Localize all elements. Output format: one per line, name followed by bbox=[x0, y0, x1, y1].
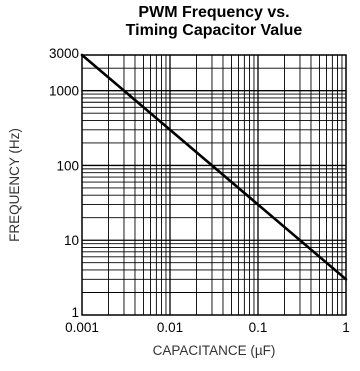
minor-gridlines bbox=[82, 55, 346, 315]
x-axis-label: CAPACITANCE (µF) bbox=[153, 343, 276, 358]
x-tick-labels: 0.001 0.01 0.1 1 bbox=[65, 320, 350, 335]
y-tick-label-1: 10 bbox=[64, 233, 79, 248]
major-gridlines bbox=[82, 55, 346, 315]
y-tick-label-2: 100 bbox=[56, 158, 79, 173]
y-tick-label-4: 3000 bbox=[49, 46, 79, 61]
y-tick-labels: 1 10 100 1000 3000 bbox=[49, 46, 79, 320]
x-tick-label-2: 0.1 bbox=[249, 320, 268, 335]
plot-frame bbox=[81, 54, 347, 316]
chart-title-line-1: PWM Frequency vs. bbox=[138, 4, 290, 21]
x-tick-label-1: 0.01 bbox=[157, 320, 183, 335]
x-tick-label-3: 1 bbox=[342, 320, 350, 335]
data-series bbox=[80, 53, 348, 281]
chart-title-line-2: Timing Capacitor Value bbox=[125, 22, 303, 39]
y-axis-label: FREQUENCY (Hz) bbox=[7, 128, 22, 242]
x-tick-label-0: 0.001 bbox=[65, 320, 99, 335]
y-tick-label-3: 1000 bbox=[49, 84, 79, 99]
y-tick-label-0: 1 bbox=[71, 305, 79, 320]
series-line-0 bbox=[80, 53, 348, 281]
